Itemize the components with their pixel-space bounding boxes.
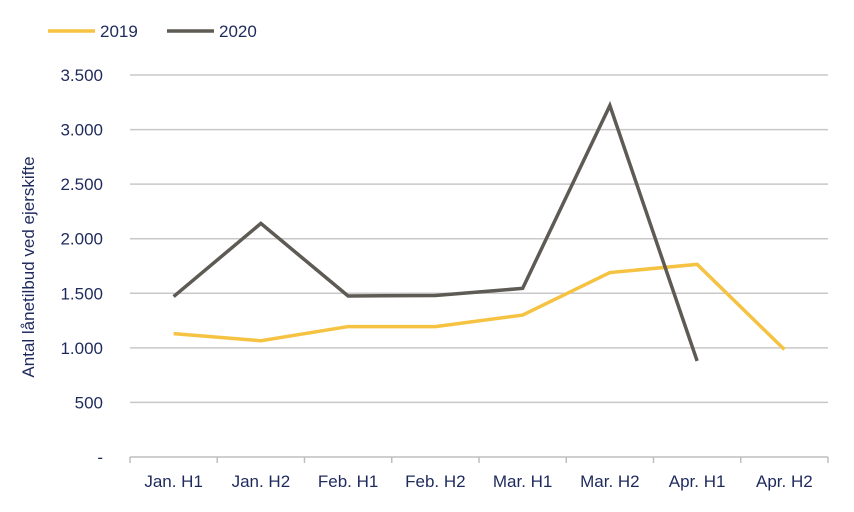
legend-label-2020: 2020 bbox=[219, 22, 257, 41]
x-tick-labels: Jan. H1 Jan. H2 Feb. H1 Feb. H2 Mar. H1 Mar. … bbox=[144, 472, 812, 491]
y-tick-label: 3.500 bbox=[60, 66, 103, 85]
x-tick-label: Apr. H1 bbox=[669, 472, 726, 491]
y-tick-label: 500 bbox=[75, 393, 103, 412]
x-tick-label: Mar. H2 bbox=[580, 472, 640, 491]
y-tick-labels: - 500 1.000 1.500 2.000 2.500 3.000 3.500 bbox=[60, 66, 103, 467]
y-tick-label: 1.500 bbox=[60, 284, 103, 303]
legend: 2019 2020 bbox=[48, 22, 257, 41]
y-tick-label: - bbox=[97, 448, 103, 467]
series-lines bbox=[172, 100, 786, 362]
x-tick-label: Mar. H1 bbox=[493, 472, 553, 491]
y-tick-label: 1.000 bbox=[60, 339, 103, 358]
series-line-2019 bbox=[173, 262, 786, 351]
x-tick-label: Jan. H2 bbox=[232, 472, 291, 491]
x-tick-label: Feb. H2 bbox=[405, 472, 465, 491]
series-line-2020 bbox=[172, 100, 699, 362]
y-tick-label: 2.000 bbox=[60, 230, 103, 249]
legend-label-2019: 2019 bbox=[100, 22, 138, 41]
y-axis-title: Antal lånetilbud ved ejerskifte bbox=[19, 156, 38, 377]
y-tick-label: 3.000 bbox=[60, 121, 103, 140]
x-tick-label: Jan. H1 bbox=[144, 472, 203, 491]
y-tick-label: 2.500 bbox=[60, 175, 103, 194]
x-tick-label: Apr. H2 bbox=[756, 472, 813, 491]
x-axis bbox=[129, 456, 829, 463]
gridlines bbox=[130, 74, 828, 404]
x-tick-label: Feb. H1 bbox=[318, 472, 378, 491]
